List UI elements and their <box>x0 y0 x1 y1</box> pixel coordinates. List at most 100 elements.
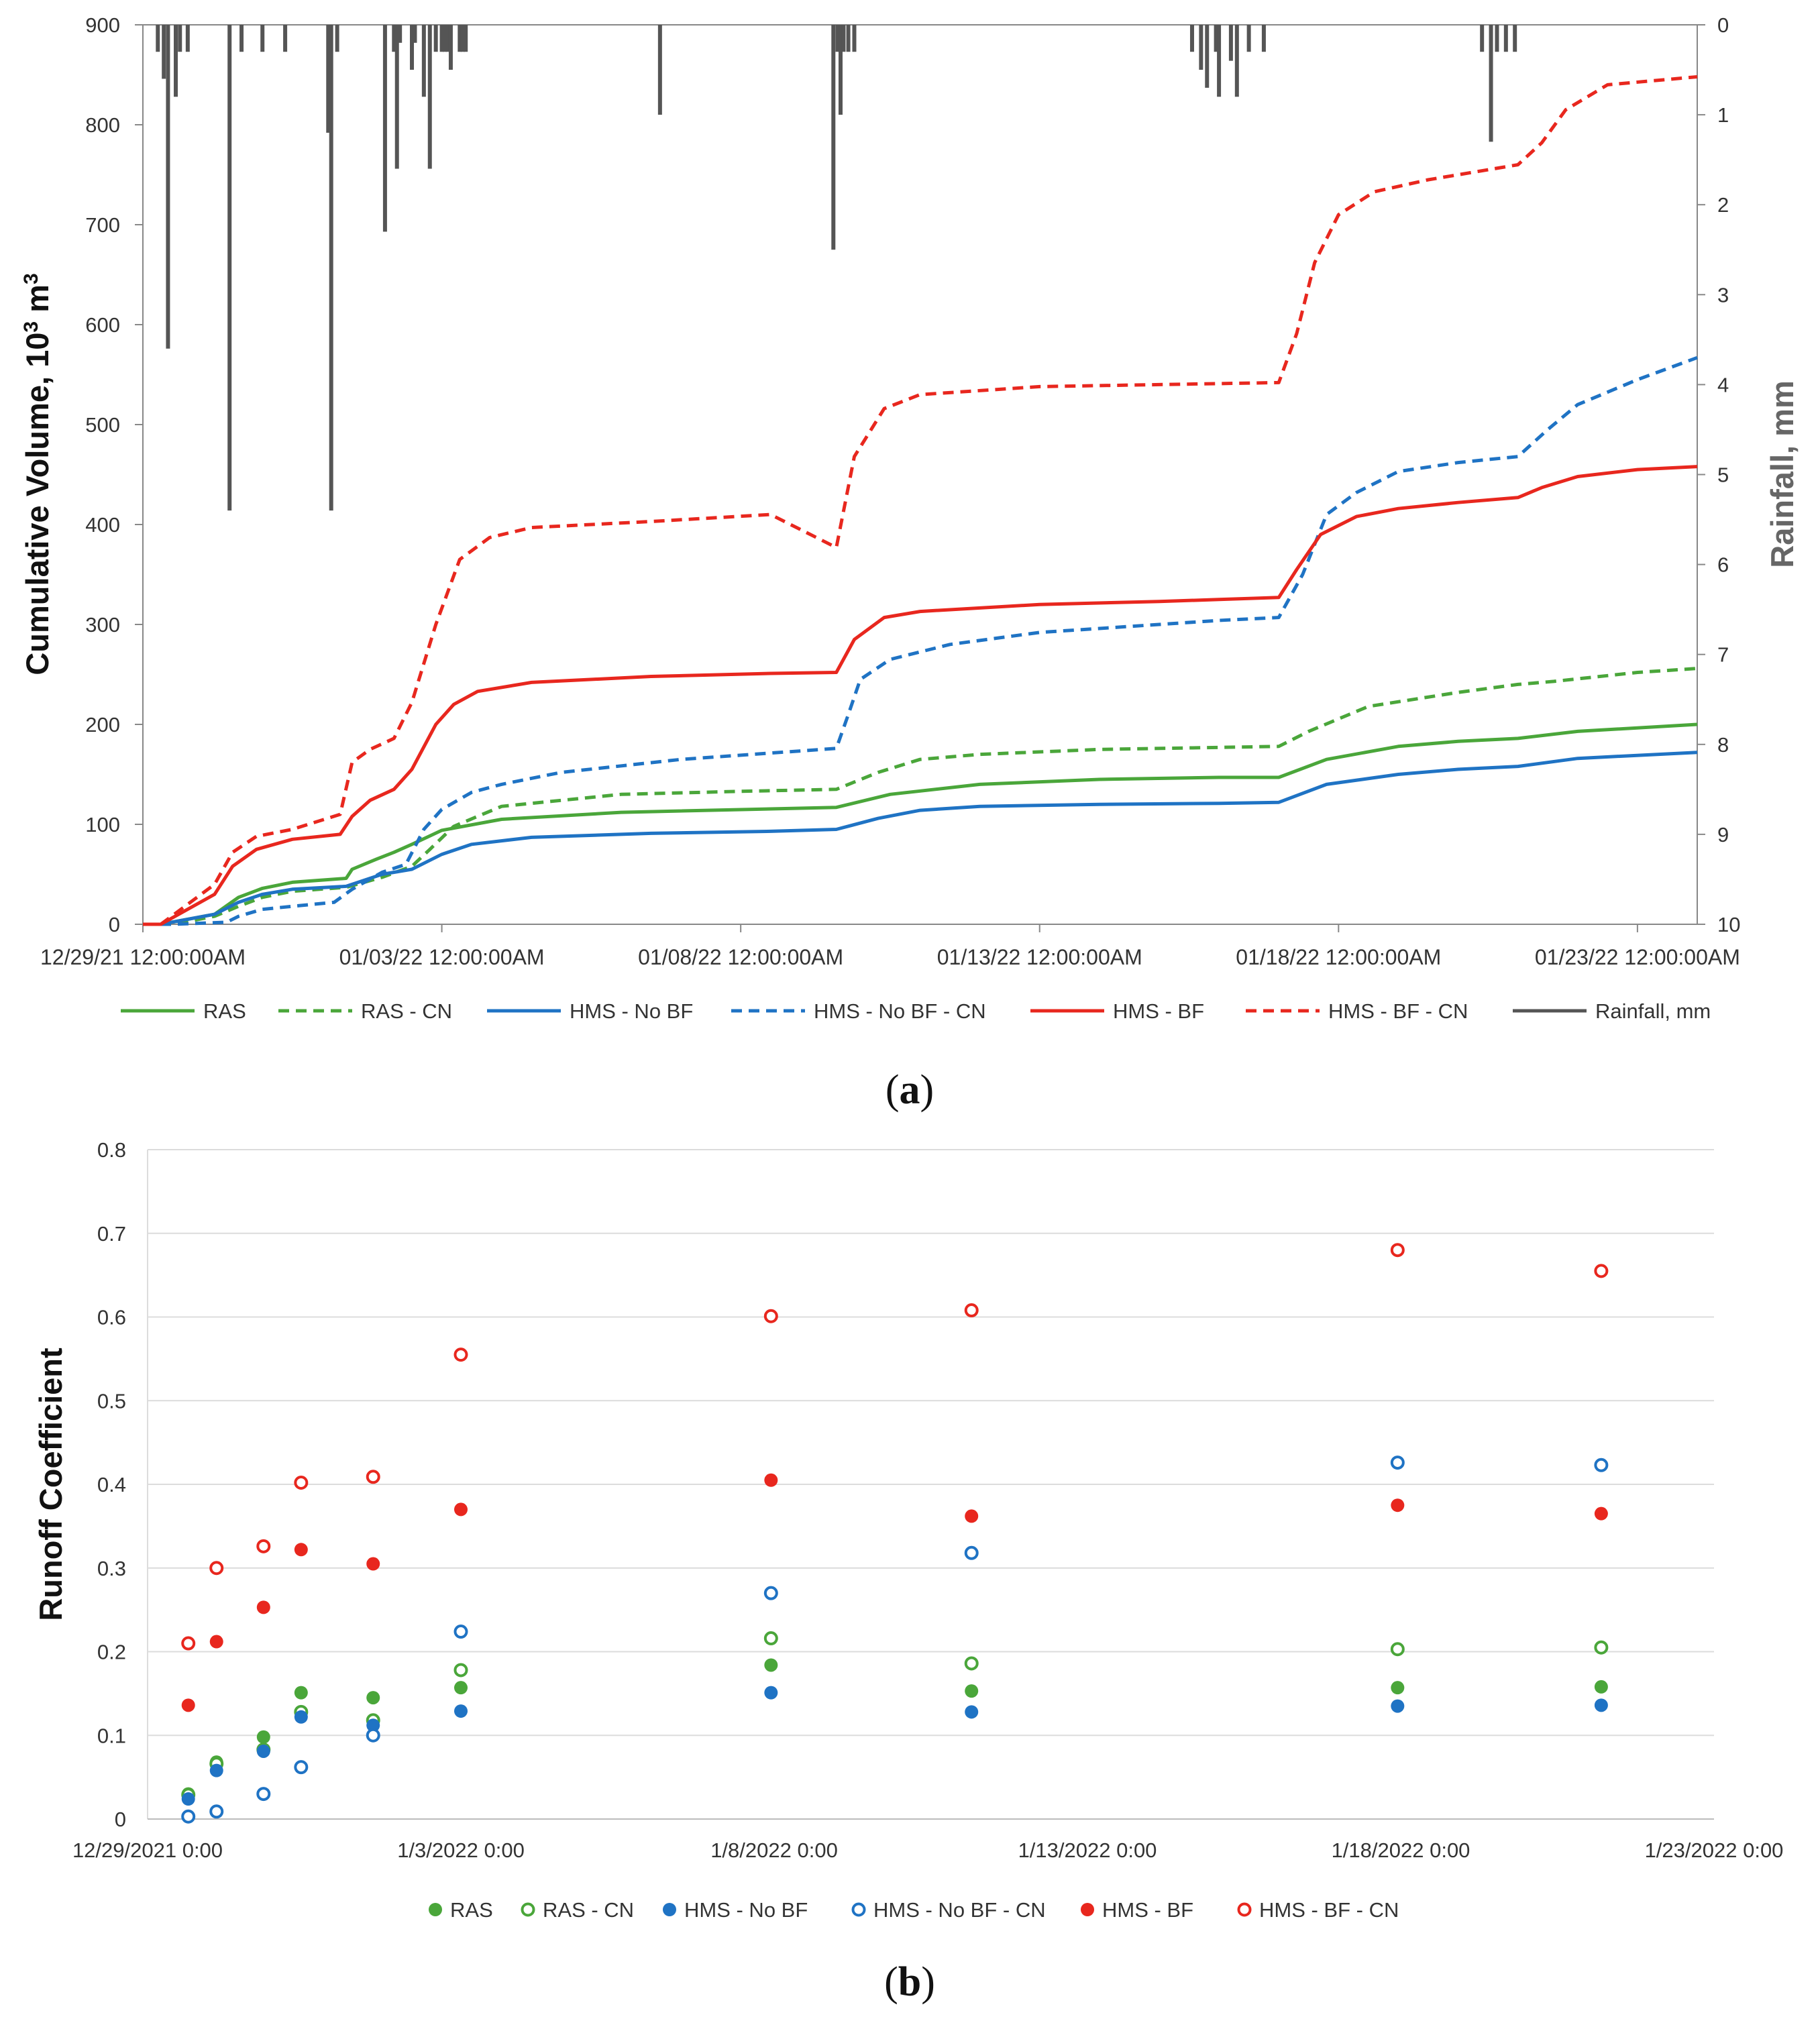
point-hms-no-bf-cn <box>256 1787 271 1802</box>
rainfall-bar <box>445 25 450 52</box>
point-hms-bf-cn <box>964 1303 979 1318</box>
rainfall-bar <box>329 25 333 511</box>
point-hms-no-bf <box>764 1686 778 1700</box>
y-tick-label: 0.4 <box>97 1473 126 1496</box>
point-hms-bf <box>1391 1498 1405 1513</box>
rainfall-bar <box>156 25 160 52</box>
point-ras-cn <box>1594 1640 1609 1655</box>
x-tick-label: 01/18/22 12:00:00AM <box>1236 945 1441 969</box>
legend-b: RAS RAS - CN HMS - No BF HMS - No BF - CN HM… <box>429 1898 1399 1922</box>
y2-tick-label: 7 <box>1717 643 1729 667</box>
legend-label: RAS - CN <box>361 999 452 1023</box>
y-tick-label: 300 <box>85 613 120 637</box>
y2-tick-label: 9 <box>1717 823 1729 846</box>
y-tick-label: 600 <box>85 313 120 337</box>
y-tick-label: 0.3 <box>97 1557 126 1580</box>
rainfall-bar <box>413 25 417 43</box>
legend-label: HMS - No BF - CN <box>814 999 986 1023</box>
rainfall-bar <box>433 25 438 52</box>
point-hms-bf <box>209 1635 223 1649</box>
rainfall-bar <box>162 25 166 79</box>
legend-label: RAS <box>450 1898 493 1922</box>
y-tick-label: 500 <box>85 413 120 437</box>
rainfall-bar <box>185 25 190 52</box>
point-ras <box>294 1686 308 1700</box>
rainfall-bar <box>1261 25 1266 52</box>
y-tick-label: 800 <box>85 113 120 137</box>
rainfall-bar <box>421 25 426 97</box>
point-hms-bf <box>181 1698 195 1712</box>
rainfall-bar <box>448 25 453 70</box>
legend-label: RAS - CN <box>543 1898 634 1922</box>
rainfall-bar <box>394 25 399 169</box>
rainfall-bar <box>838 25 843 115</box>
y2-axis-title: Rainfall, mm <box>1764 380 1800 567</box>
x-tick-label: 1/3/2022 0:00 <box>397 1838 525 1862</box>
x-tick-label: 12/29/21 12:00:00AM <box>40 945 246 969</box>
rainfall-bar <box>410 25 415 70</box>
x-tick-label: 1/23/2022 0:00 <box>1645 1838 1784 1862</box>
point-hms-no-bf <box>454 1704 468 1718</box>
point-hms-bf-cn <box>209 1561 224 1576</box>
y2-tick-label: 10 <box>1717 913 1740 936</box>
y-tick-label: 0.2 <box>97 1641 126 1664</box>
y-tick-label: 0 <box>115 1808 126 1831</box>
x-tick-label: 12/29/2021 0:00 <box>72 1838 223 1862</box>
rainfall-bar <box>1503 25 1508 52</box>
rainfall-bar <box>1480 25 1485 52</box>
y-tick-label: 0.7 <box>97 1222 126 1246</box>
chart-b: 0 0.1 0.2 0.3 0.4 0.5 0.6 0.7 0.8 12/29/2021 0:00… <box>33 1138 1783 1922</box>
point-hms-bf <box>294 1543 308 1557</box>
legend-marker-ras <box>429 1903 442 1916</box>
y-tick-label: 100 <box>85 813 120 836</box>
x-tick-label: 1/8/2022 0:00 <box>710 1838 838 1862</box>
rainfall-bar <box>227 25 232 511</box>
rainfall-bar <box>831 25 836 250</box>
rainfall-bar <box>1513 25 1517 52</box>
point-ras <box>256 1730 270 1744</box>
y-axis-title-unit: m <box>19 284 55 321</box>
point-hms-no-bf <box>256 1744 270 1758</box>
rainfall-bar <box>382 25 387 232</box>
y-tick-label: 0.6 <box>97 1306 126 1329</box>
legend-marker-hms-bf-cn <box>1237 1902 1252 1917</box>
point-hms-bf <box>366 1557 380 1571</box>
series-line-hms-bf <box>143 465 1698 926</box>
y-tick-label: 0.1 <box>97 1724 126 1747</box>
rainfall-bar <box>460 25 465 52</box>
rainfall-bar <box>1214 25 1218 52</box>
y-axis-title: Runoff Coefficient <box>33 1348 68 1621</box>
y-tick-label: 0 <box>109 913 120 936</box>
series-line-hms-bf-cn <box>143 75 1698 926</box>
y-axis-title-text: Cumulative Volume, 10 <box>19 333 55 675</box>
series-line-ras-cn <box>143 667 1698 926</box>
point-hms-no-bf-cn <box>1594 1458 1609 1472</box>
x-tick-label: 01/08/22 12:00:00AM <box>638 945 843 969</box>
point-ras <box>965 1684 979 1698</box>
rainfall-bar <box>326 25 331 133</box>
rainfall-bar <box>260 25 265 52</box>
panel-label-b: (b) <box>884 1959 935 2005</box>
rainfall-bar <box>1234 25 1239 97</box>
series-line-hms-no-bf <box>143 751 1698 926</box>
rainfall-bar <box>835 25 840 52</box>
rainfall-bar <box>1489 25 1493 142</box>
point-ras <box>366 1691 380 1705</box>
point-ras-cn <box>964 1656 979 1671</box>
rainfall-bar <box>178 25 182 52</box>
point-hms-no-bf <box>209 1763 223 1777</box>
legend-marker-hms-no-bf-cn <box>851 1902 866 1917</box>
point-hms-bf-cn <box>181 1636 196 1651</box>
y-axis-title: Cumulative Volume, 103 m3 <box>19 273 55 675</box>
rainfall-bar <box>427 25 432 169</box>
point-hms-no-bf <box>1391 1699 1405 1713</box>
point-hms-bf <box>1594 1506 1608 1521</box>
point-hms-no-bf <box>294 1710 308 1724</box>
point-hms-bf <box>764 1473 778 1487</box>
y2-tick-label: 6 <box>1717 553 1729 577</box>
rainfall-bar <box>1495 25 1499 52</box>
y-tick-label: 0.5 <box>97 1389 126 1413</box>
rainfall-bar <box>1189 25 1194 52</box>
point-hms-bf-cn <box>1390 1243 1405 1258</box>
point-hms-no-bf <box>181 1792 195 1806</box>
